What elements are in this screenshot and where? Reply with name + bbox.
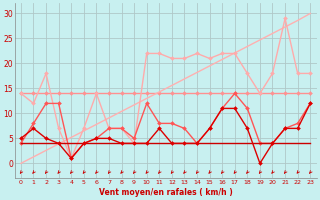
X-axis label: Vent moyen/en rafales ( km/h ): Vent moyen/en rafales ( km/h ) — [99, 188, 232, 197]
